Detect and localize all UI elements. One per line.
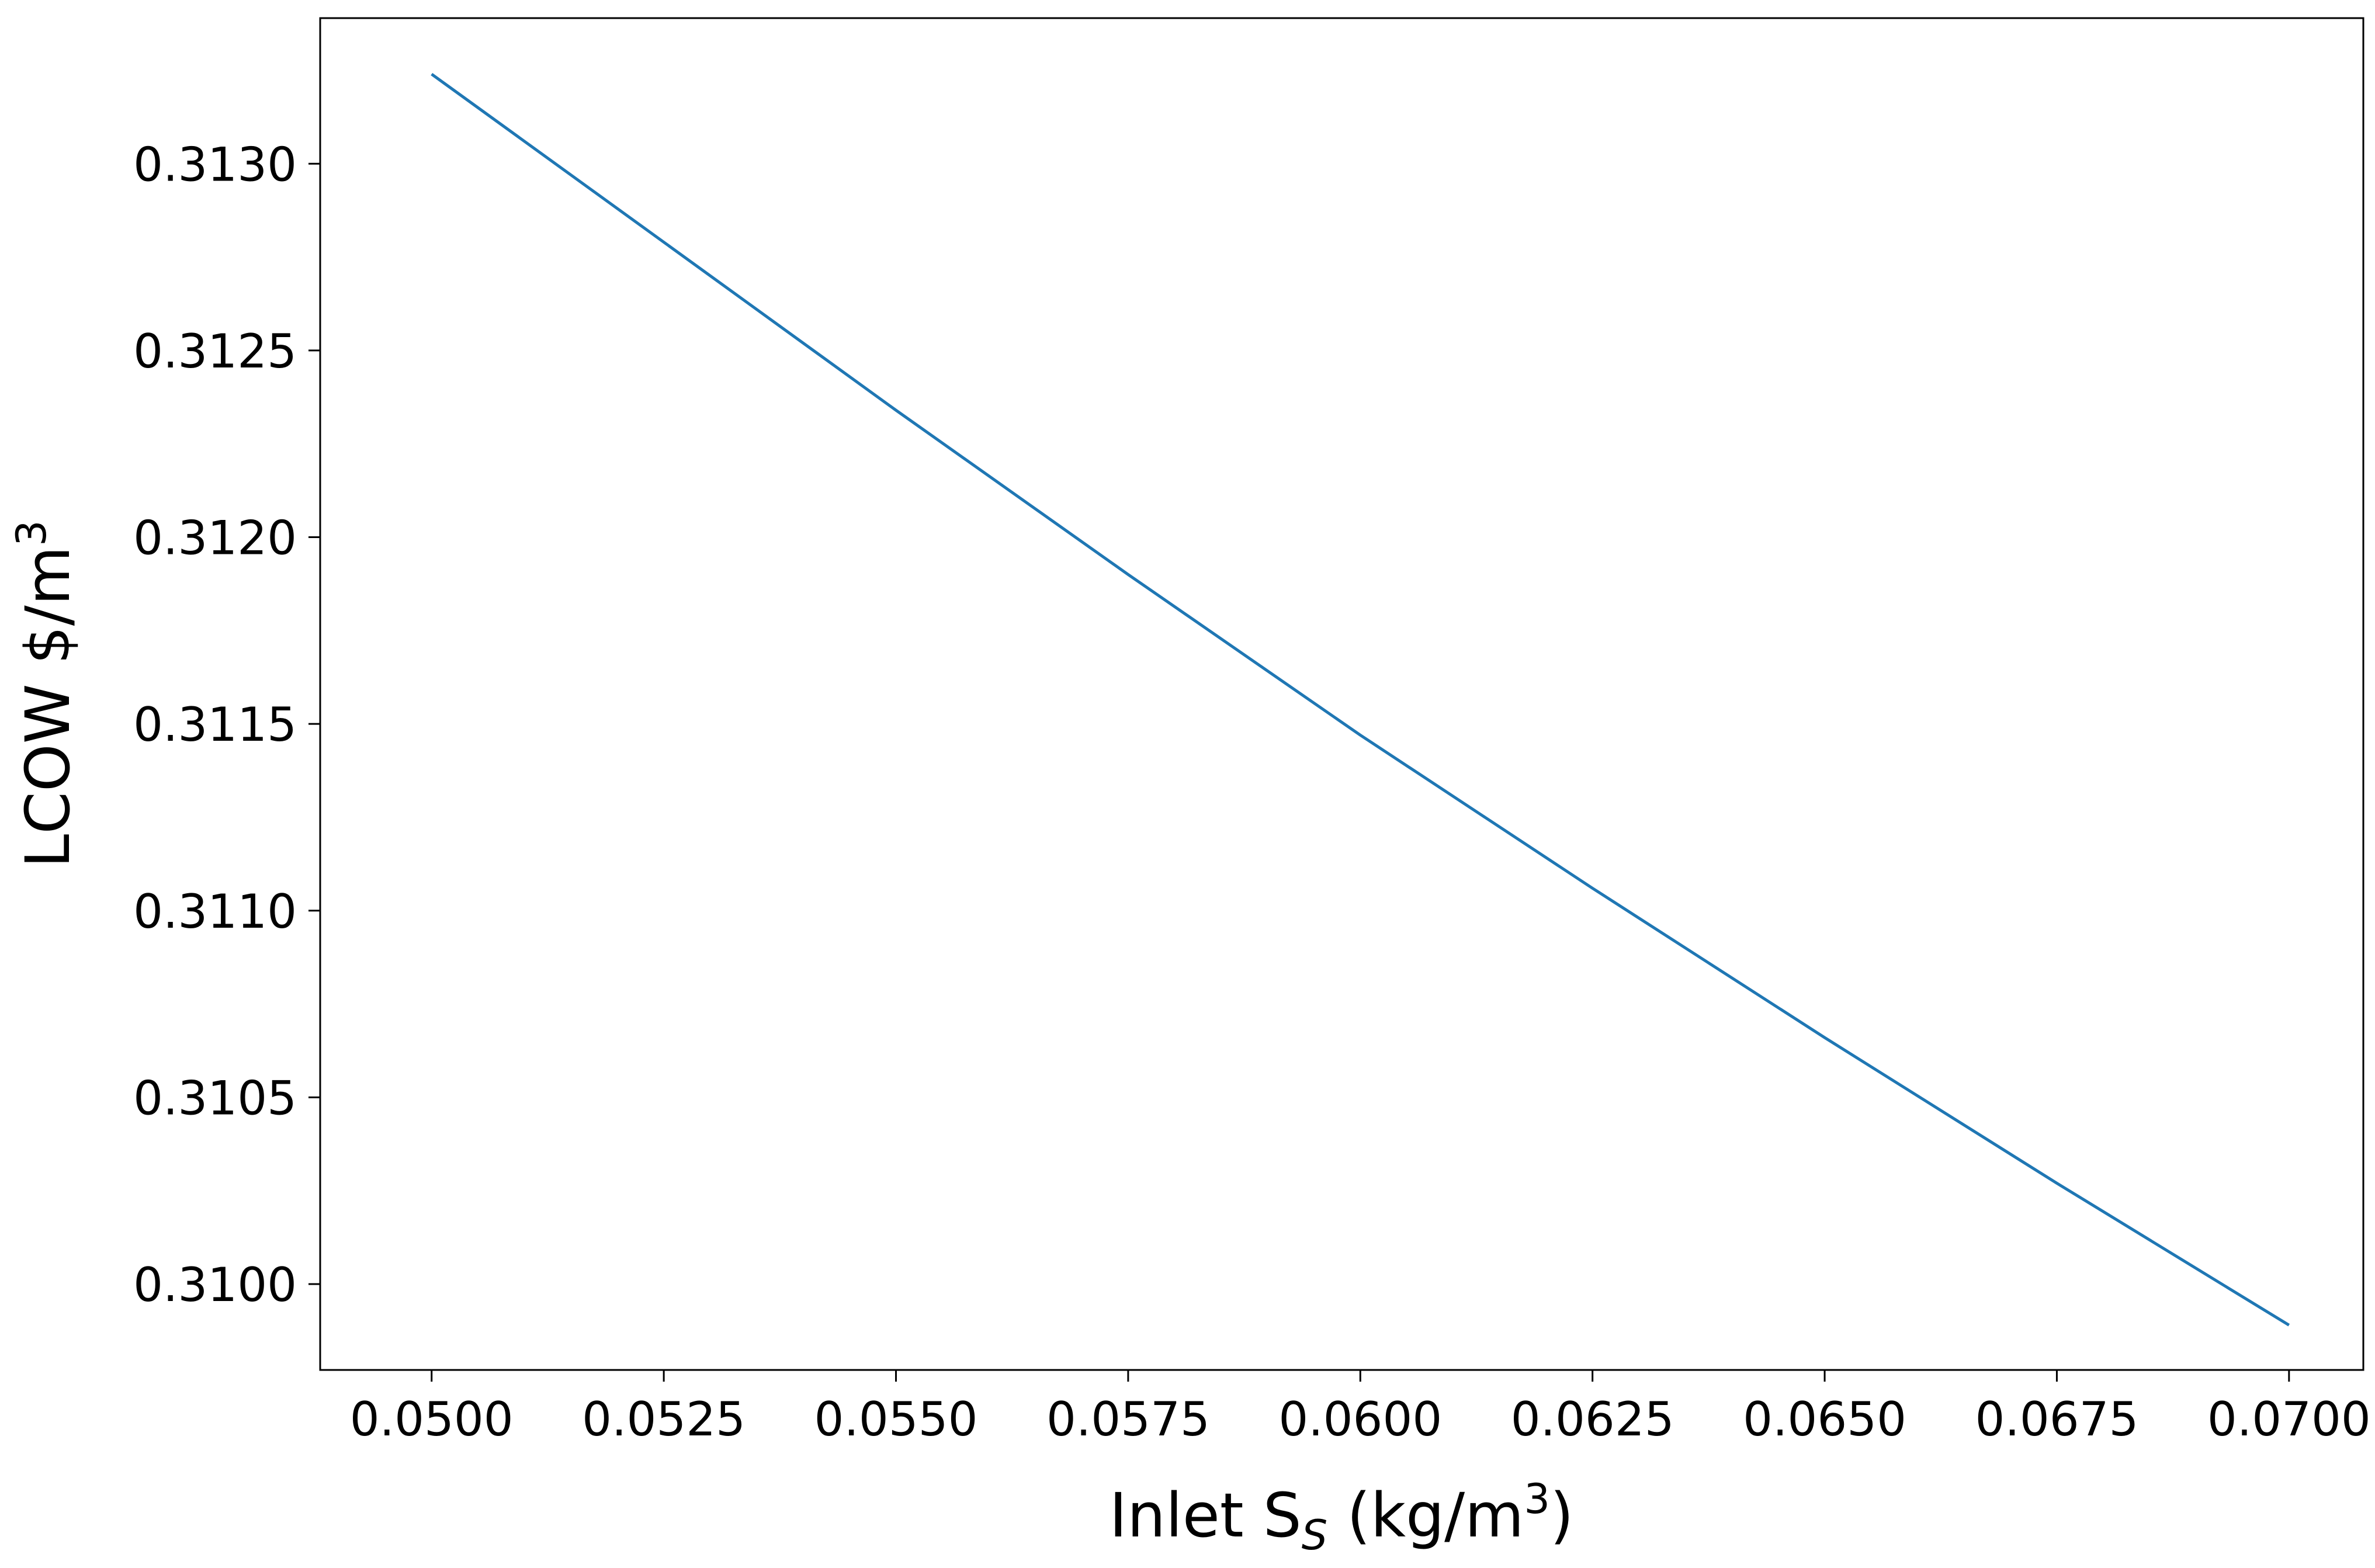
y-tick-label: 0.3115: [133, 698, 297, 752]
series-line: [431, 72, 2290, 1327]
plot-frame: [319, 17, 2364, 1371]
y-axis-label: LCOW $/m3: [8, 520, 84, 868]
y-axis-label-main: LCOW $/m: [12, 546, 84, 868]
x-axis-label-main: Inlet S: [1109, 1480, 1301, 1551]
x-tick-label: 0.0675: [1975, 1392, 2138, 1446]
x-tick-label: 0.0500: [350, 1392, 514, 1446]
y-axis-label-superscript: 3: [8, 520, 56, 546]
plot-area: [431, 72, 2290, 1327]
x-axis: 0.0500 0.0525 0.0550 0.0575 0.0600 0.0625 0.06…: [350, 1370, 2371, 1446]
x-axis-label-unit-prefix: (kg/m: [1327, 1480, 1524, 1551]
y-tick-label: 0.3110: [133, 884, 297, 939]
y-tick-label: 0.3125: [133, 324, 297, 379]
x-tick-label: 0.0600: [1278, 1392, 1442, 1446]
x-tick-label: 0.0525: [582, 1392, 746, 1446]
x-tick-label: 0.0650: [1743, 1392, 1906, 1446]
x-axis-label-unit-suffix: ): [1550, 1480, 1574, 1551]
x-tick-label: 0.0625: [1511, 1392, 1674, 1446]
y-tick-label: 0.3130: [133, 137, 297, 192]
y-axis: 0.3100 0.3105 0.3110 0.3115 0.3120 0.3125 0.31…: [133, 137, 320, 1312]
x-tick-label: 0.0700: [2207, 1392, 2371, 1446]
y-tick-label: 0.3105: [133, 1071, 297, 1125]
x-axis-label: Inlet SS (kg/m3): [1109, 1475, 1573, 1559]
x-tick-label: 0.0575: [1046, 1392, 1210, 1446]
x-axis-label-superscript: 3: [1524, 1475, 1550, 1523]
y-tick-label: 0.3120: [133, 511, 297, 566]
y-tick-label: 0.3100: [133, 1258, 297, 1312]
x-axis-label-subscript: S: [1302, 1511, 1327, 1559]
x-tick-label: 0.0550: [814, 1392, 978, 1446]
